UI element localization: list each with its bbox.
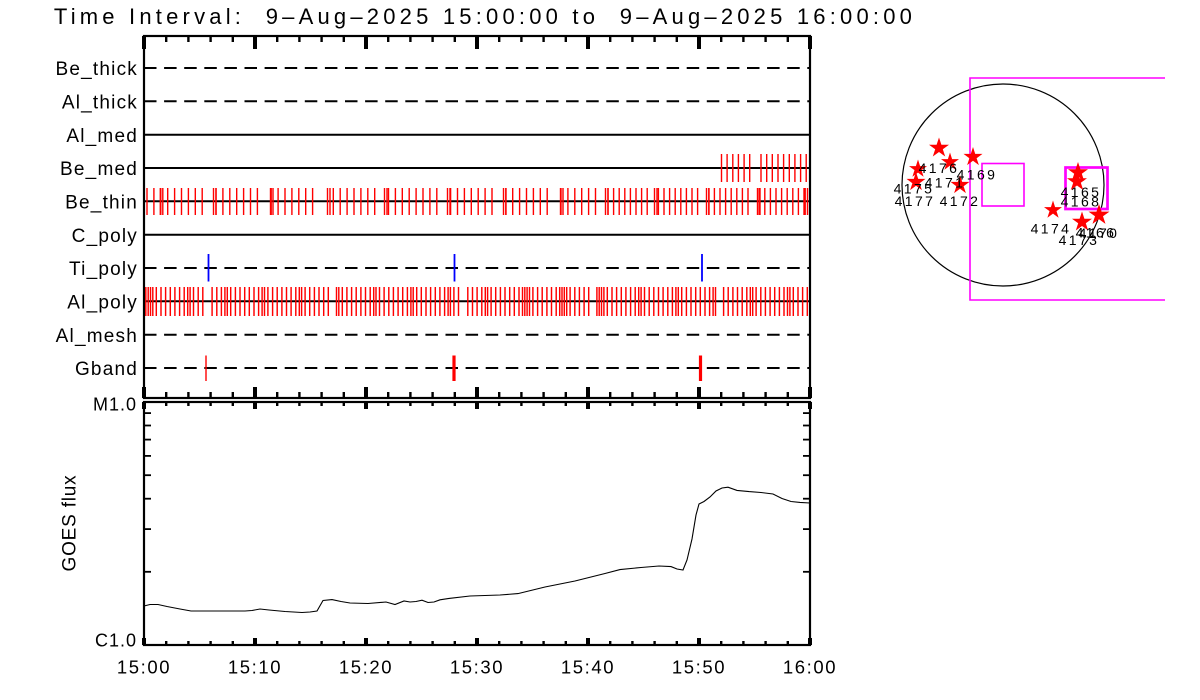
svg-text:4165: 4165 [1061,184,1102,200]
svg-text:Al_thick: Al_thick [62,93,138,114]
svg-text:15:30: 15:30 [450,657,504,678]
svg-text:15:20: 15:20 [339,657,393,678]
svg-text:M1.0: M1.0 [93,395,137,415]
svg-text:Be_med: Be_med [60,159,138,180]
svg-text:Time Interval: 9–Aug–2025 15:: Time Interval: 9–Aug–2025 15:00:00 to 9–… [54,4,916,29]
svg-text:4174: 4174 [1031,221,1072,237]
svg-text:Al_med: Al_med [66,126,138,147]
svg-text:4171: 4171 [925,175,966,191]
svg-text:4168: 4168 [1061,194,1102,210]
svg-text:4175: 4175 [894,181,935,197]
svg-text:GOES flux: GOES flux [60,475,81,572]
svg-text:16:00: 16:00 [783,657,837,678]
svg-text:4166: 4166 [1076,225,1117,241]
svg-text:Al_mesh: Al_mesh [56,326,138,347]
svg-text:Al_poly: Al_poly [67,293,138,314]
svg-text:Be_thick: Be_thick [56,59,138,80]
svg-text:15:00: 15:00 [117,657,171,678]
svg-text:15:40: 15:40 [561,657,615,678]
svg-text:15:50: 15:50 [672,657,726,678]
svg-text:4172: 4172 [940,193,981,209]
svg-text:Ti_poly: Ti_poly [69,259,138,280]
svg-text:Gband: Gband [75,359,138,380]
svg-text:15:10: 15:10 [228,657,282,678]
svg-text:Be_thin: Be_thin [65,193,138,214]
svg-text:4173: 4173 [1059,232,1100,248]
svg-text:4177: 4177 [895,193,936,209]
svg-text:4170: 4170 [1079,225,1120,241]
svg-text:C_poly: C_poly [72,226,138,247]
svg-text:4169: 4169 [957,167,998,183]
svg-text:C1.0: C1.0 [95,631,137,651]
svg-text:4176: 4176 [919,160,960,176]
